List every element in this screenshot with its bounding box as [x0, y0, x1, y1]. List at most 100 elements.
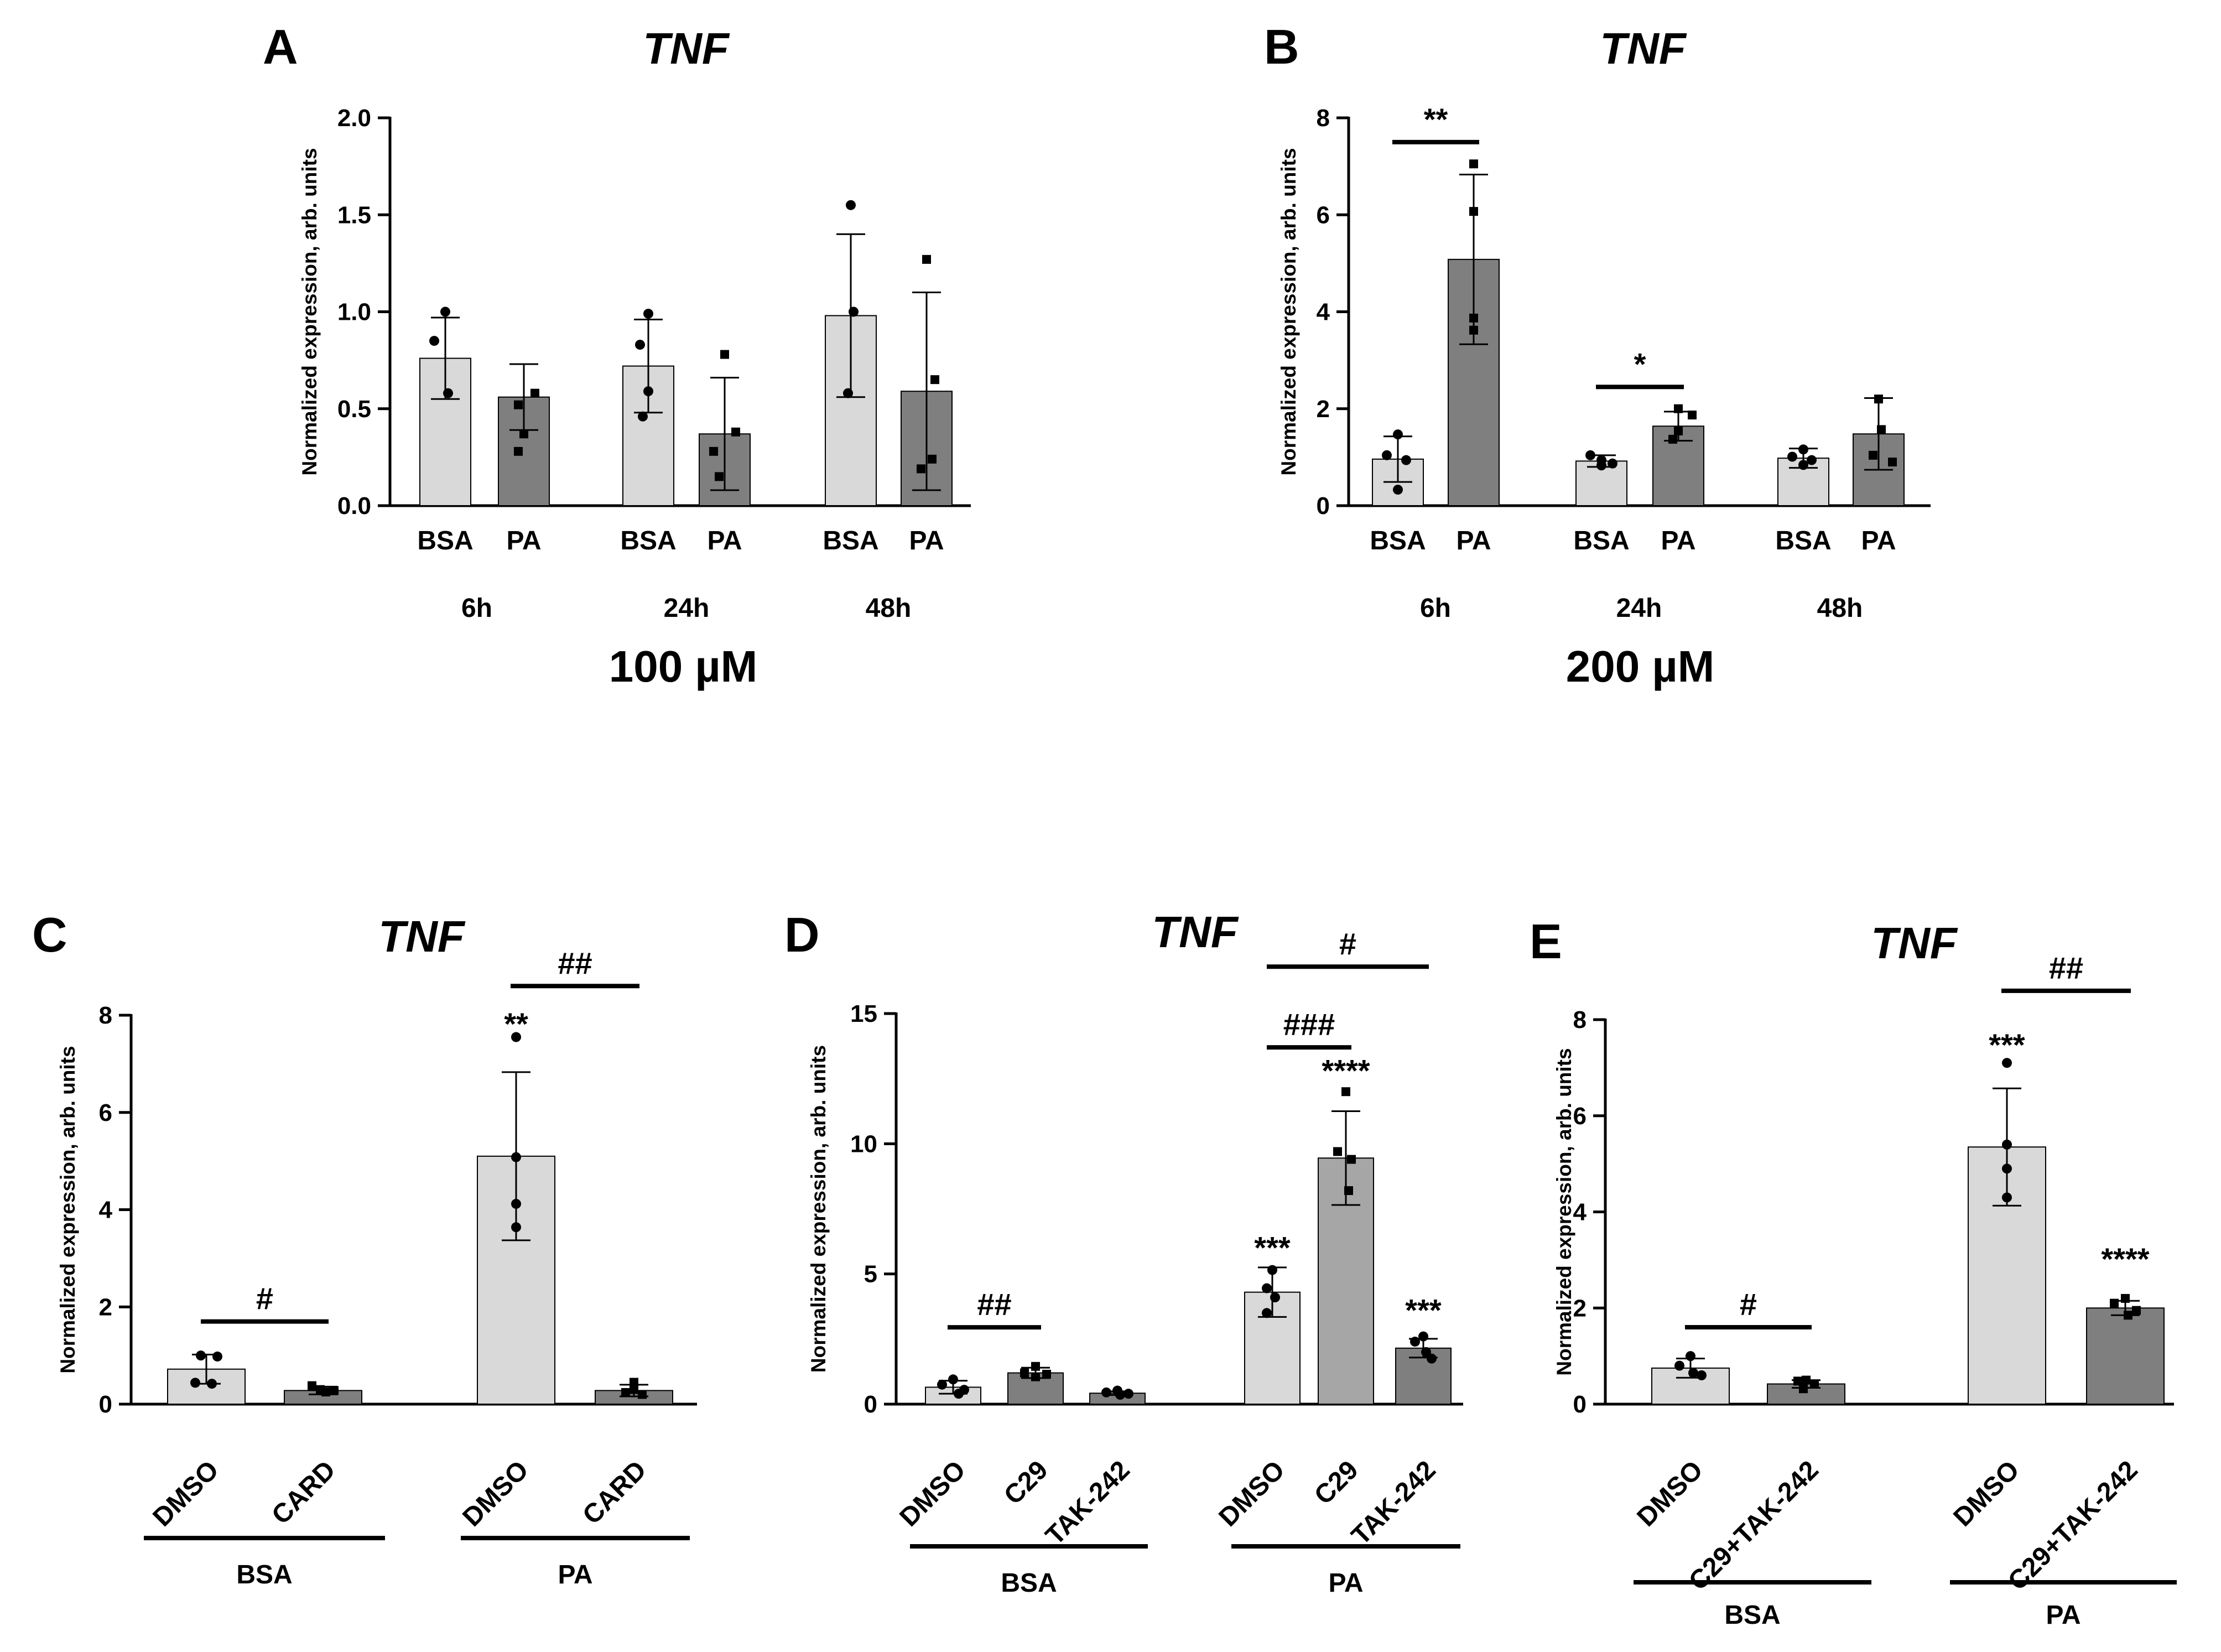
- panel-c-y-tick-label: 2: [99, 1293, 112, 1321]
- panel-e: E TNF Normalized expression, arb. units 0 2 4…: [1530, 914, 2177, 1630]
- panel-a-category-label: BSA: [417, 526, 473, 555]
- panel-b-significance-label: *: [1634, 346, 1646, 381]
- panel-b-data-point: [1869, 450, 1877, 460]
- panel-e-data-point: [1697, 1370, 1707, 1380]
- panel-a-letter: A: [263, 19, 298, 74]
- panel-b-y-tick-label: 4: [1317, 299, 1330, 326]
- panel-b-data-point: [1674, 404, 1683, 413]
- panel-b-category-label: PA: [1661, 526, 1695, 555]
- panel-c-category-label: DMSO: [147, 1455, 224, 1532]
- panel-b-data-point: [1469, 159, 1478, 169]
- panel-e-data-point: [2002, 1163, 2012, 1174]
- panel-d-data-point: [1267, 1265, 1277, 1275]
- panel-b-data-point: [1807, 455, 1817, 465]
- panel-a-data-point: [514, 400, 523, 409]
- panel-e-y-tick-label: 8: [1573, 1006, 1587, 1033]
- panel-b-category-label: BSA: [1370, 526, 1426, 555]
- panel-a-data-point: [715, 472, 724, 481]
- panel-d-data-point: [1020, 1368, 1029, 1378]
- panel-b-data-point: [1585, 450, 1595, 460]
- panel-b-y-tick-label: 6: [1317, 201, 1330, 228]
- panel-b-category-label: PA: [1861, 526, 1896, 555]
- panel-d-group-label: BSA: [1001, 1568, 1057, 1598]
- panel-e-group-label: BSA: [1724, 1601, 1780, 1630]
- panel-e-y-tick-label: 2: [1573, 1295, 1587, 1322]
- panel-b-data-point: [1674, 427, 1683, 436]
- panel-c-y-tick-label: 0: [99, 1391, 112, 1418]
- panel-a-data-point: [843, 388, 853, 398]
- panel-d-category-label: TAK-242: [1346, 1455, 1442, 1551]
- panel-d-title: TNF: [1152, 907, 1239, 957]
- panel-b-data-point: [1888, 458, 1897, 467]
- panel-d-data-point: [1101, 1387, 1111, 1398]
- panel-b-group-label: 6h: [1420, 594, 1451, 623]
- panel-a: A TNF Normalized expression, arb. units 0.0…: [263, 19, 971, 691]
- panel-d-data-point: [954, 1389, 964, 1399]
- panel-b-data-point: [1382, 450, 1392, 460]
- panel-e-data-point: [1793, 1376, 1802, 1386]
- panel-a-data-point: [922, 254, 931, 264]
- panel-d-category-label: C29: [1309, 1455, 1364, 1510]
- panel-d-data-point: [1270, 1292, 1280, 1303]
- panel-b-data-point: [1469, 325, 1478, 335]
- panel-c-data-point: [207, 1379, 217, 1389]
- panel-d-y-tick-label: 5: [864, 1261, 877, 1288]
- panel-b-title: TNF: [1600, 24, 1687, 73]
- panel-c-category-label: CARD: [577, 1455, 652, 1530]
- panel-e-bar: [2086, 1307, 2165, 1405]
- panel-d-data-point: [1031, 1362, 1040, 1371]
- panel-b-data-point: [1787, 451, 1797, 462]
- panel-a-data-point: [440, 306, 450, 317]
- panel-e-y-tick-label: 6: [1573, 1103, 1587, 1130]
- panel-e-significance-label: ##: [2049, 950, 2083, 985]
- panel-c-y-axis-label: Normalized expression, arb. units: [56, 1046, 79, 1373]
- panel-e-data-point: [1688, 1368, 1698, 1378]
- panel-c-data-point: [621, 1388, 630, 1397]
- panel-c-data-point: [511, 1198, 521, 1209]
- panel-c-y-tick-label: 8: [99, 1002, 112, 1029]
- panel-d-data-point: [937, 1379, 947, 1390]
- panel-a-data-point: [709, 446, 718, 456]
- panel-b-group-label: 24h: [1616, 594, 1662, 623]
- panel-b-data-point: [1469, 207, 1478, 216]
- panel-c-group-label: BSA: [236, 1560, 292, 1589]
- panel-b-data-point: [1608, 458, 1617, 469]
- panel-e-category-label: DMSO: [1631, 1455, 1708, 1532]
- panel-b-concentration: 200 µM: [1566, 642, 1714, 691]
- panel-c-category-label: DMSO: [457, 1455, 534, 1532]
- panel-e-significance-label: ***: [1989, 1027, 2025, 1062]
- panel-c-data-point: [630, 1385, 638, 1394]
- panel-e-significance-label: ****: [2101, 1241, 2149, 1276]
- panel-e-group-label: PA: [2046, 1601, 2080, 1630]
- panel-b-data-point: [1877, 425, 1886, 434]
- panel-e-category-label: DMSO: [1948, 1455, 2025, 1532]
- panel-d-y-tick-label: 15: [850, 1000, 877, 1027]
- panel-b-data-point: [1668, 434, 1677, 444]
- panel-d-category-label: DMSO: [1213, 1455, 1290, 1532]
- panel-a-data-point: [635, 340, 645, 350]
- panel-e-y-tick-label: 0: [1573, 1391, 1587, 1418]
- panel-b-data-point: [1688, 411, 1697, 420]
- panel-a-data-point: [443, 388, 453, 398]
- panel-e-data-point: [1810, 1379, 1819, 1389]
- panel-c-data-point: [511, 1222, 521, 1233]
- panel-a-category-label: PA: [909, 526, 944, 555]
- panel-e-significance-label: #: [1740, 1287, 1757, 1322]
- panel-e-data-point: [1674, 1360, 1684, 1371]
- panel-d-category-label: TAK-242: [1040, 1455, 1136, 1551]
- panel-b-data-point: [1393, 485, 1403, 495]
- panel-d-significance-label: ##: [977, 1287, 1011, 1322]
- panel-c-data-point: [630, 1378, 638, 1387]
- panel-a-y-tick-label: 1.5: [337, 201, 371, 228]
- panel-b-significance-label: **: [1424, 102, 1448, 137]
- panel-a-data-point: [849, 306, 859, 317]
- panel-c-y-tick-label: 6: [99, 1099, 112, 1126]
- panel-a-data-point: [731, 427, 740, 437]
- panel-d-data-point: [1115, 1390, 1125, 1400]
- panel-d-data-point: [1347, 1155, 1356, 1164]
- panel-a-data-point: [846, 200, 856, 210]
- panel-b-y-tick-label: 0: [1317, 492, 1330, 520]
- panel-c: C TNF Normalized expression, arb. units 0 2 4…: [32, 907, 697, 1589]
- panel-c-significance-label: ##: [558, 946, 592, 980]
